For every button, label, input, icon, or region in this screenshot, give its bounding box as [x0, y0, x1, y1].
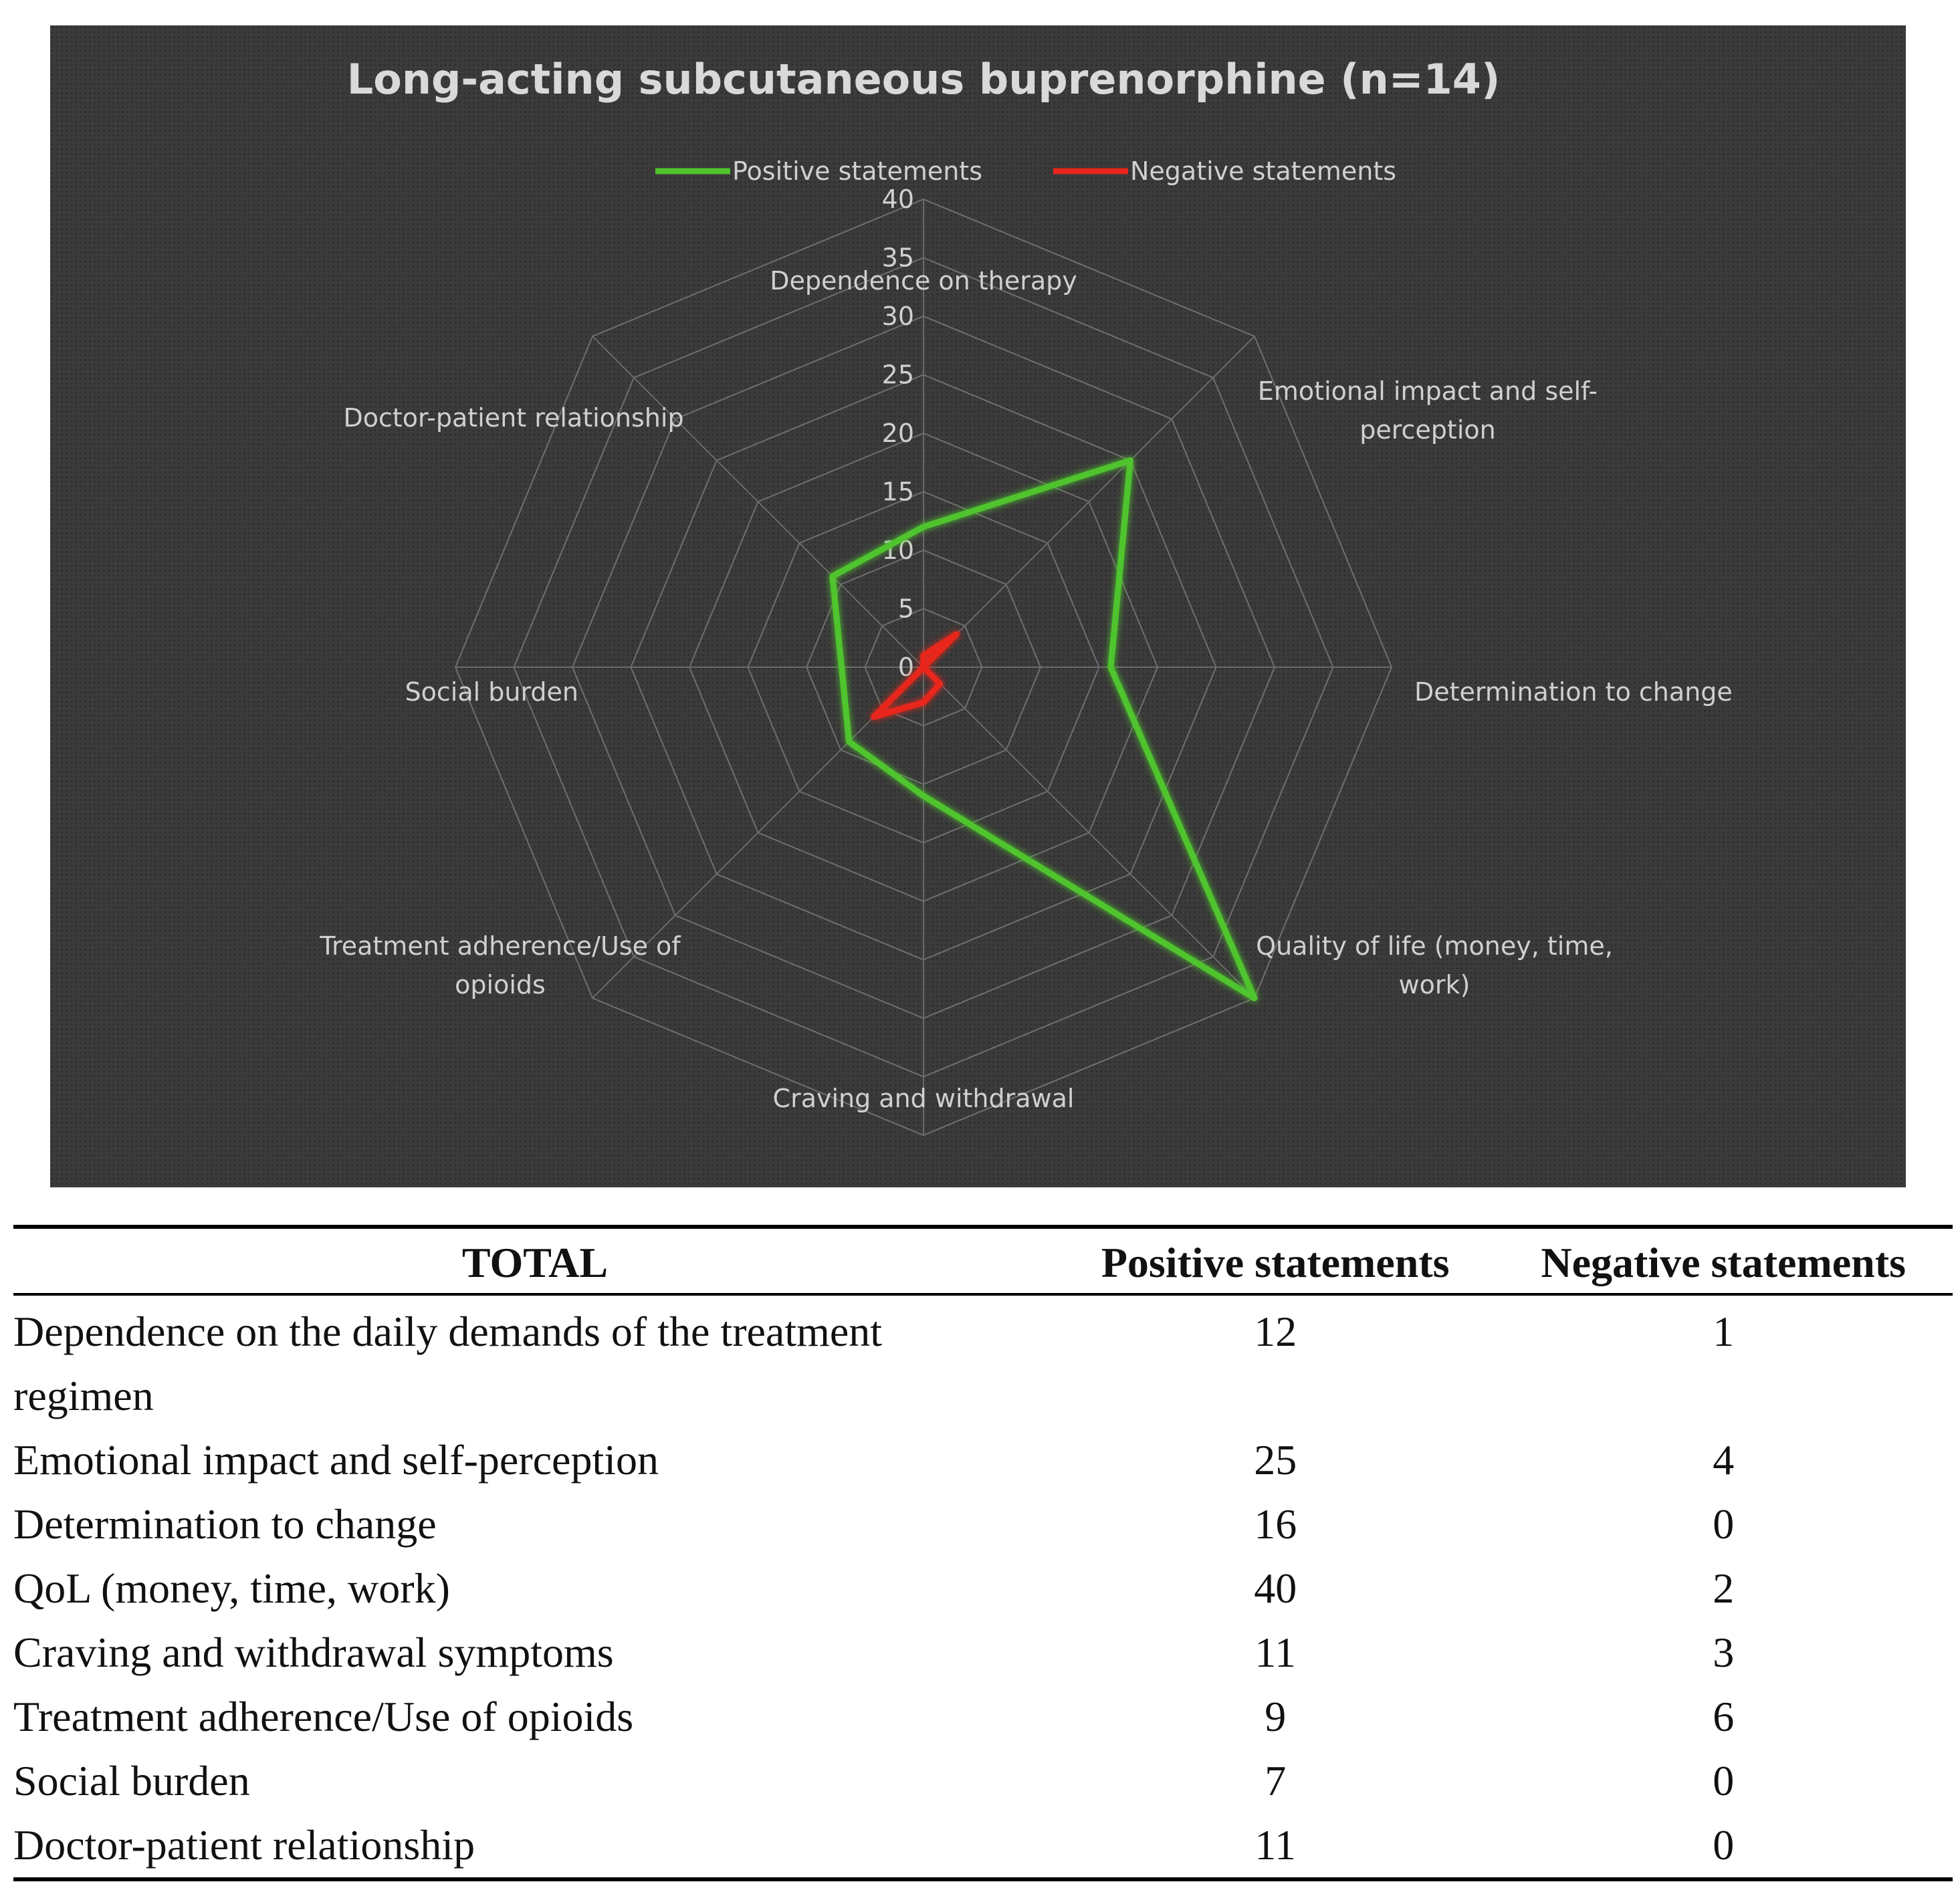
- row-negative: 1: [1713, 1308, 1735, 1355]
- radar-chart-panel: Long-acting subcutaneous buprenorphine (…: [50, 25, 1906, 1187]
- tick-label: 15: [882, 477, 914, 507]
- header-positive: Positive statements: [1057, 1227, 1495, 1296]
- row-negative: 6: [1713, 1693, 1735, 1740]
- axis-label: Doctor-patient relationship: [343, 403, 683, 433]
- radar-grid: [454, 198, 1393, 1137]
- row-category: Social burden: [13, 1757, 250, 1804]
- legend-negative-label: Negative statements: [1130, 156, 1396, 186]
- table-row: Social burden 7 0: [13, 1749, 1953, 1813]
- row-category: Emotional impact and self-perception: [13, 1436, 659, 1484]
- header-negative: Negative statements: [1494, 1227, 1953, 1296]
- row-category: Treatment adherence/Use of opioids: [13, 1693, 634, 1740]
- table-row: Dependence on the daily demands of the t…: [13, 1294, 1953, 1428]
- table-row: Craving and withdrawal symptoms 11 3: [13, 1621, 1953, 1685]
- axis-spoke: [592, 336, 924, 668]
- axis-label: Craving and withdrawal: [773, 1084, 1075, 1113]
- axis-label: Determination to change: [1414, 677, 1733, 707]
- axis-label: Treatment adherence/Use of opioids: [319, 931, 681, 999]
- table-header-row: TOTAL Positive statements Negative state…: [13, 1227, 1953, 1296]
- header-total: TOTAL: [13, 1227, 1057, 1296]
- row-positive: 11: [1255, 1821, 1296, 1869]
- table-row: Doctor-patient relationship 11 0: [13, 1813, 1953, 1879]
- data-table: TOTAL Positive statements Negative state…: [13, 1225, 1953, 1881]
- legend: Positive statements Negative statements: [655, 156, 1396, 186]
- row-negative: 0: [1713, 1757, 1735, 1804]
- positive-series-line: [829, 457, 1258, 1002]
- radar-chart: Long-acting subcutaneous buprenorphine (…: [319, 55, 1733, 1137]
- row-negative: 0: [1713, 1500, 1735, 1548]
- negative-series-line: [871, 631, 960, 720]
- axis-spoke: [923, 336, 1255, 668]
- axis-spoke: [923, 667, 1255, 999]
- table-row: QoL (money, time, work) 40 2: [13, 1556, 1953, 1621]
- row-positive: 40: [1254, 1564, 1297, 1612]
- row-category: Doctor-patient relationship: [13, 1821, 475, 1869]
- tick-label: 30: [882, 302, 914, 331]
- row-category: Determination to change: [13, 1500, 437, 1548]
- row-positive: 9: [1265, 1693, 1287, 1740]
- table-row: Emotional impact and self-perception 25 …: [13, 1428, 1953, 1492]
- row-category: QoL (money, time, work): [13, 1564, 450, 1612]
- chart-title: Long-acting subcutaneous buprenorphine (…: [347, 55, 1501, 104]
- axis-label: Quality of life (money, time, work): [1256, 931, 1613, 999]
- axis-spoke: [592, 667, 924, 999]
- table-row: Treatment adherence/Use of opioids 9 6: [13, 1685, 1953, 1749]
- row-positive: 16: [1254, 1500, 1297, 1548]
- series-layer: [829, 457, 1258, 1002]
- tick-label: 35: [882, 243, 914, 273]
- row-negative: 2: [1713, 1564, 1735, 1612]
- row-positive: 11: [1255, 1629, 1296, 1676]
- row-category: Craving and withdrawal symptoms: [13, 1629, 614, 1676]
- row-negative: 3: [1713, 1629, 1735, 1676]
- tick-label: 5: [898, 594, 914, 624]
- row-negative: 0: [1713, 1821, 1735, 1869]
- row-negative: 4: [1713, 1436, 1735, 1484]
- legend-positive-label: Positive statements: [732, 156, 982, 186]
- tick-label: 40: [882, 185, 914, 214]
- axis-label: Dependence on therapy: [770, 266, 1077, 296]
- axis-labels: Dependence on therapy Emotional impact an…: [319, 266, 1732, 1113]
- row-positive: 12: [1254, 1308, 1297, 1355]
- table-row: Determination to change 16 0: [13, 1492, 1953, 1556]
- row-positive: 25: [1254, 1436, 1297, 1484]
- tick-label: 25: [882, 360, 914, 390]
- row-positive: 7: [1265, 1757, 1287, 1804]
- tick-label: 20: [882, 419, 914, 448]
- axis-label: Emotional impact and self-perception: [1258, 376, 1598, 445]
- row-category: Dependence on the daily demands of the t…: [13, 1308, 883, 1419]
- axis-label: Social burden: [405, 677, 579, 707]
